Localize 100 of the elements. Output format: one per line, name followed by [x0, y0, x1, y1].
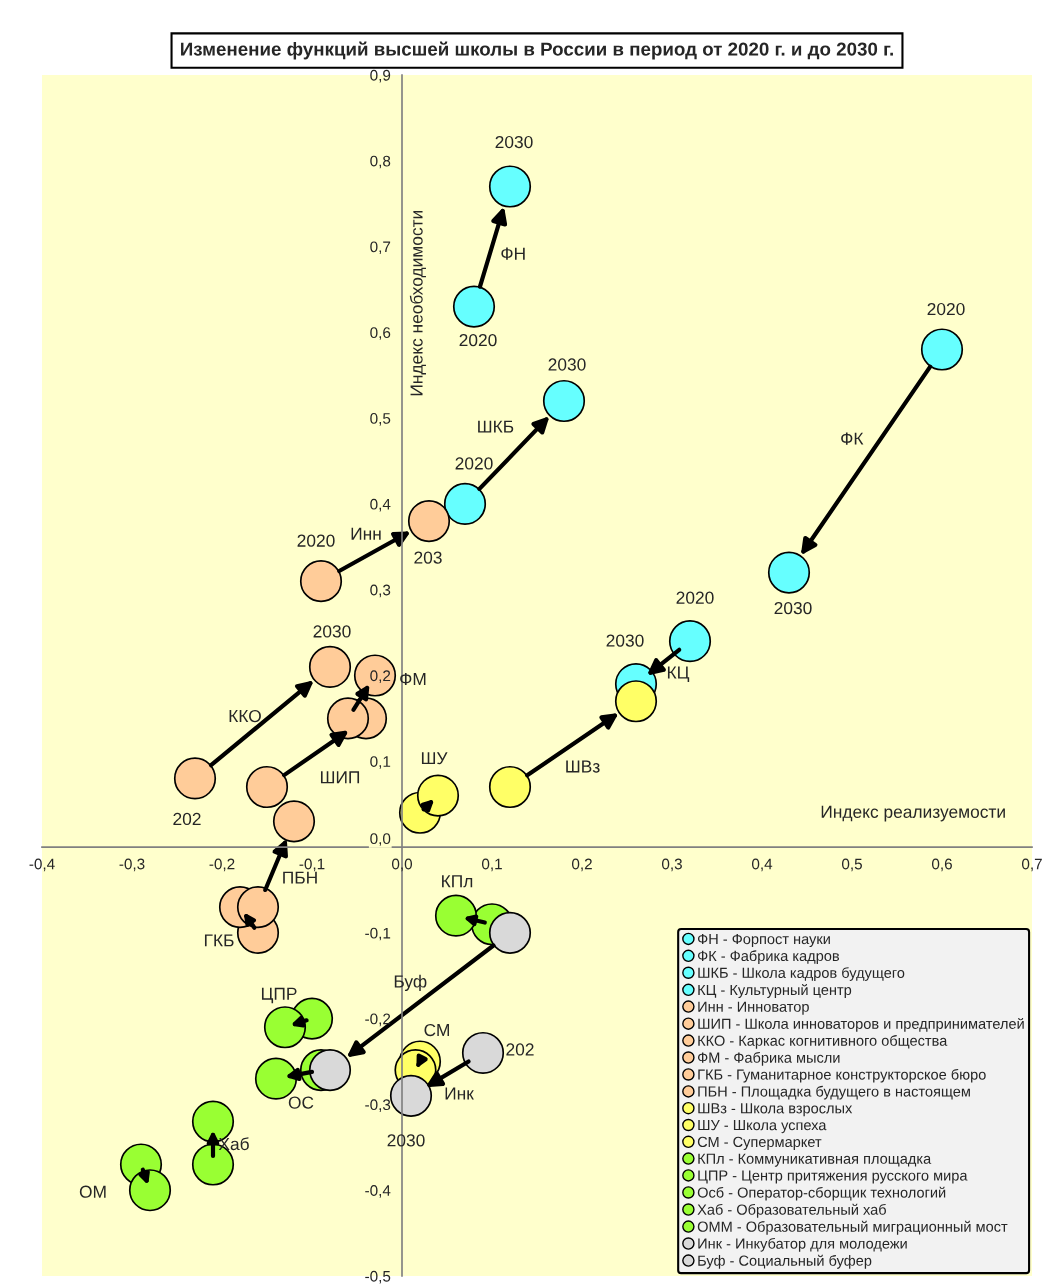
point	[308, 645, 352, 689]
legend-label: СМ - Супермаркет	[697, 1136, 822, 1150]
legend-label: Осб - Оператор-сборщик технологий	[697, 1186, 946, 1201]
legend-label: ШВз - Школа взрослых	[698, 1103, 853, 1117]
legend-label: Инн - Инноватор	[698, 1001, 809, 1015]
point	[920, 328, 964, 371]
x-tick-label: 0,7	[1021, 858, 1042, 872]
y-tick-label: 0,4	[370, 498, 391, 512]
annotation: 202	[173, 812, 201, 826]
point	[488, 165, 532, 208]
point	[245, 765, 289, 809]
point	[461, 1031, 505, 1075]
annotation: ФН	[501, 247, 525, 260]
point	[767, 551, 811, 594]
y-tick-label: 0,6	[370, 327, 391, 340]
point	[488, 765, 532, 809]
annotation: 2030	[387, 1134, 425, 1147]
point	[488, 911, 532, 954]
y-tick-label: -0,4	[365, 1185, 391, 1198]
legend-label: ШИП - Школа инноваторов и предпринимателей	[698, 1017, 1024, 1032]
annotation: 2020	[676, 591, 714, 604]
y-tick-label: -0,3	[365, 1099, 391, 1112]
point	[389, 1074, 433, 1117]
x-tick-label: 0,1	[481, 858, 502, 872]
x-tick-label: 0,6	[931, 858, 952, 872]
legend-label: ФН - Форпост науки	[697, 933, 830, 948]
legend-label: ФМ - Фабрика мысли	[697, 1051, 840, 1066]
legend-label: ФК - Фабрика кадров	[697, 950, 840, 964]
point	[236, 886, 280, 929]
annotation: ШКБ	[478, 420, 514, 433]
legend-label: КЦ - Культурный центр	[698, 984, 852, 998]
annotation: 2030	[606, 634, 644, 647]
annotation: Хаб	[218, 1137, 249, 1151]
y-tick-label: 0,9	[370, 69, 391, 83]
annotation: ШВз	[566, 760, 600, 773]
legend-label: КПл - Коммуникативная площадка	[698, 1153, 932, 1167]
point	[263, 1006, 307, 1049]
annotation: 2020	[297, 534, 335, 547]
point	[326, 697, 370, 740]
x-tick-label: -0,4	[29, 858, 55, 872]
point	[299, 560, 343, 603]
point	[668, 620, 712, 663]
annotation: КЦ	[667, 666, 690, 683]
y-tick-label: -0,1	[365, 927, 391, 941]
x-tick-label: 0,4	[751, 858, 773, 872]
point	[434, 894, 478, 937]
point	[128, 1169, 172, 1212]
legend-label: ОММ - Образовательный миграционный мост	[697, 1220, 1008, 1235]
annotation: 2020	[459, 333, 497, 347]
y-axis-title: Индекс необходимости	[409, 210, 426, 396]
y-tick-label: 0,3	[370, 584, 391, 598]
point	[614, 680, 658, 723]
legend-label: Буф - Социальный буфер	[698, 1254, 872, 1269]
legend-label: ПБН - Площадка будущего в настоящем	[698, 1085, 970, 1100]
annotation: Инк	[445, 1087, 474, 1100]
x-tick-label: -0,3	[119, 858, 145, 872]
x-tick-label: -0,1	[299, 858, 325, 872]
y-tick-label: 0,0	[370, 833, 391, 846]
legend-label: ККО - Каркас когнитивного общества	[698, 1035, 948, 1049]
point	[452, 285, 496, 328]
annotation: ККО	[229, 709, 261, 723]
point	[272, 800, 316, 843]
point	[308, 1049, 352, 1092]
annotation: 202	[506, 1043, 534, 1056]
y-tick-label: 0,1	[370, 756, 391, 769]
annotation: ПБН	[283, 871, 317, 884]
x-tick-label: 0,2	[571, 858, 592, 872]
y-tick-label: 0,7	[370, 241, 391, 255]
point	[407, 500, 451, 543]
annotation: ЦПР	[261, 987, 297, 1004]
annotation: ФМ	[400, 672, 426, 686]
y-tick-label: 0,2	[370, 670, 391, 683]
point	[443, 482, 487, 526]
x-tick-label: 0,3	[661, 858, 682, 872]
annotation: КПл	[442, 875, 473, 888]
point	[542, 379, 586, 423]
legend-label: ШУ - Школа успеха	[698, 1120, 827, 1134]
legend-label: ШКБ - Школа кадров будущего	[698, 967, 905, 981]
x-tick-label: 0,5	[841, 858, 862, 872]
legend-label: Хаб - Образовательный хаб	[697, 1203, 886, 1218]
y-tick-label: -0,5	[365, 1270, 391, 1284]
annotation: СМ	[424, 1023, 449, 1037]
legend-label: Инк - Инкубатор для молодежи	[698, 1237, 907, 1252]
annotation: ШИП	[320, 771, 360, 784]
point	[416, 774, 460, 817]
annotation: 2020	[927, 302, 965, 316]
x-tick-label: 0,0	[391, 858, 413, 872]
annotation: Буф	[394, 974, 427, 992]
x-tick-label: -0,2	[209, 858, 235, 872]
annotation: Инн	[351, 527, 381, 540]
annotation: ФК	[841, 432, 864, 445]
chart-title: Изменение функций высшей школы в России в период от 2020 г. и до 2030 г.	[181, 41, 893, 60]
legend-label: ГКБ - Гуманитарное конструкторское бюро	[698, 1068, 986, 1083]
annotation: ШУ	[421, 752, 448, 765]
point	[173, 757, 217, 800]
annotation: 2030	[313, 625, 351, 638]
legend-label: ЦПР - Центр притяжения русского мира	[698, 1170, 968, 1184]
y-tick-label: 0,5	[370, 413, 391, 426]
x-axis-title: Индекс реализуемости	[821, 805, 1005, 822]
annotation: 2020	[455, 457, 493, 470]
